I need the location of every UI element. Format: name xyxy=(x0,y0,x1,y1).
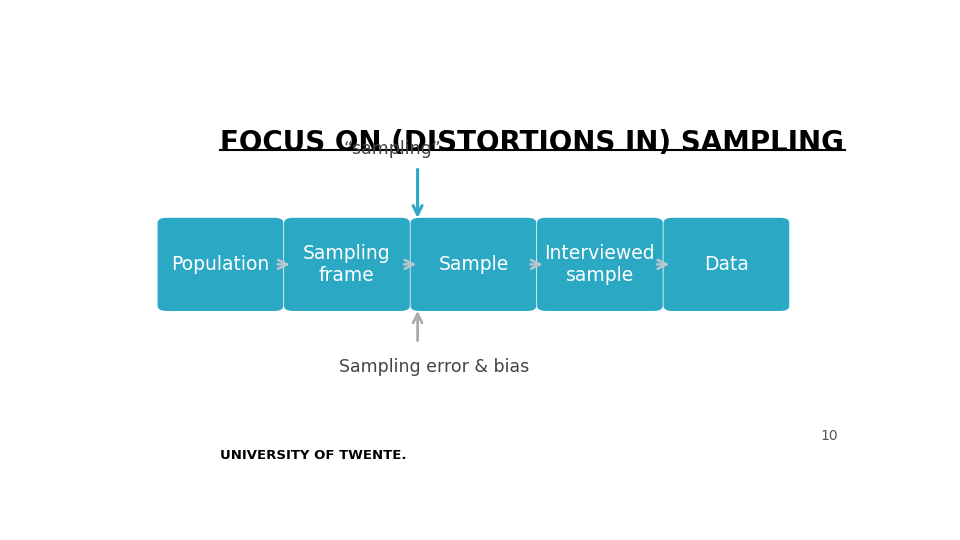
FancyBboxPatch shape xyxy=(663,218,789,311)
Text: UNIVERSITY OF TWENTE.: UNIVERSITY OF TWENTE. xyxy=(221,449,407,462)
Text: FOCUS ON (DISTORTIONS IN) SAMPLING: FOCUS ON (DISTORTIONS IN) SAMPLING xyxy=(221,129,844,157)
FancyBboxPatch shape xyxy=(157,218,283,311)
Text: Sampling
frame: Sampling frame xyxy=(303,244,391,285)
Text: Population: Population xyxy=(171,255,270,274)
Text: Sampling error & bias: Sampling error & bias xyxy=(340,358,530,376)
Text: “sampling”: “sampling” xyxy=(344,140,441,158)
Text: Interviewed
sample: Interviewed sample xyxy=(544,244,655,285)
FancyBboxPatch shape xyxy=(537,218,662,311)
Text: Sample: Sample xyxy=(439,255,509,274)
Text: 10: 10 xyxy=(821,429,838,443)
Text: Data: Data xyxy=(704,255,749,274)
FancyBboxPatch shape xyxy=(411,218,537,311)
FancyBboxPatch shape xyxy=(284,218,410,311)
